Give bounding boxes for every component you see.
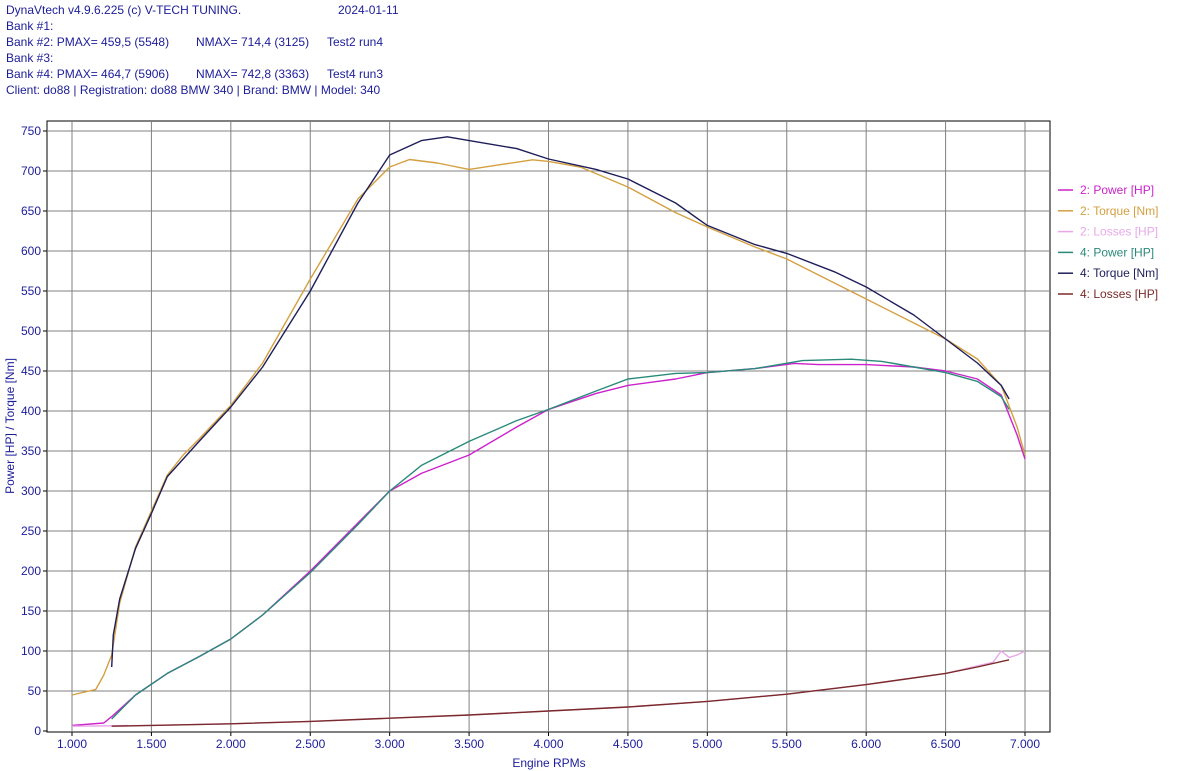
y-tick-label: 400 [21, 404, 41, 418]
y-axis-label: Power [HP] / Torque [Nm] [3, 358, 17, 494]
y-tick-label: 350 [21, 444, 41, 458]
x-tick-label: 2.500 [295, 737, 325, 751]
y-tick-label: 300 [21, 484, 41, 498]
bank4-pmax: Bank #4: PMAX= 464,7 (5906) [6, 67, 170, 81]
test-date: 2024-01-11 [338, 3, 399, 17]
y-tick-label: 0 [34, 724, 41, 738]
x-tick-label: 3.000 [375, 737, 405, 751]
y-tick-label: 600 [21, 244, 41, 258]
bank3-line: Bank #3: [6, 51, 54, 65]
series-line-5 [111, 136, 1010, 668]
y-tick-label: 500 [21, 324, 41, 338]
x-tick-label: 2.000 [216, 737, 246, 751]
legend-entry: 4: Torque [Nm] [1080, 266, 1158, 280]
x-tick-label: 1.000 [57, 737, 87, 751]
series-lines [71, 136, 1026, 727]
y-tick-label: 200 [21, 564, 41, 578]
y-tick-label: 650 [21, 204, 41, 218]
bank2-test: Test2 run4 [327, 35, 384, 49]
bank1-line: Bank #1: [6, 19, 54, 33]
y-tick-label: 150 [21, 604, 41, 618]
x-tick-label: 4.500 [613, 737, 643, 751]
grid [47, 121, 1050, 732]
x-tick-label: 4.000 [533, 737, 563, 751]
y-tick-label: 450 [21, 364, 41, 378]
bank4-nmax: NMAX= 742,8 (3363) [196, 67, 310, 81]
y-tick-label: 750 [21, 124, 41, 138]
app-version: DynaVtech v4.9.6.225 (c) V-TECH TUNING. [6, 3, 242, 17]
series-line-6 [111, 659, 1010, 727]
y-tick-label: 550 [21, 284, 41, 298]
series-line-2 [71, 158, 1026, 696]
series-line-4 [111, 358, 1010, 720]
y-tick-label: 100 [21, 644, 41, 658]
y-tick-label: 700 [21, 164, 41, 178]
legend: 2: Power [HP] 2: Torque [Nm] 2: Losses [HP… [1058, 183, 1158, 301]
bank2-line: Bank #2: PMAX= 459,5 (5548) NMAX= 714,4 (… [6, 34, 606, 50]
x-tick-label: 7.000 [1010, 737, 1040, 751]
bank2-pmax: Bank #2: PMAX= 459,5 (5548) [6, 35, 170, 49]
x-tick-label: 6.500 [931, 737, 961, 751]
y-tick-label: 50 [28, 684, 42, 698]
x-tick-label: 3.500 [454, 737, 484, 751]
legend-entry: 2: Losses [HP] [1080, 225, 1158, 239]
client-line: Client: do88 | Registration: do88 BMW 34… [6, 83, 381, 97]
x-tick-label: 5.000 [692, 737, 722, 751]
legend-entry: 4: Losses [HP] [1080, 287, 1158, 301]
legend-entry: 2: Torque [Nm] [1080, 204, 1158, 218]
x-tick-label: 6.000 [851, 737, 881, 751]
bank4-line: Bank #4: PMAX= 464,7 (5906) NMAX= 742,8 (… [6, 66, 606, 82]
x-tick-label: 1.500 [136, 737, 166, 751]
x-tick-label: 5.500 [772, 737, 802, 751]
bank2-nmax: NMAX= 714,4 (3125) [196, 35, 310, 49]
header-line-app: DynaVtech v4.9.6.225 (c) V-TECH TUNING. 2… [6, 2, 399, 18]
x-axis-label: Engine RPMs [512, 756, 585, 770]
y-tick-label: 250 [21, 524, 41, 538]
x-axis-ticks: 1.000 1.500 2.000 2.500 3.000 3.500 4.000 4.500… [57, 732, 1040, 751]
legend-entry: 2: Power [HP] [1080, 183, 1154, 197]
legend-entry: 4: Power [HP] [1080, 245, 1154, 259]
y-axis-ticks: 0 50 100 150 200 250 300 350 400 450 500 550 600 650 7… [21, 124, 47, 738]
bank4-test: Test4 run3 [327, 67, 384, 81]
